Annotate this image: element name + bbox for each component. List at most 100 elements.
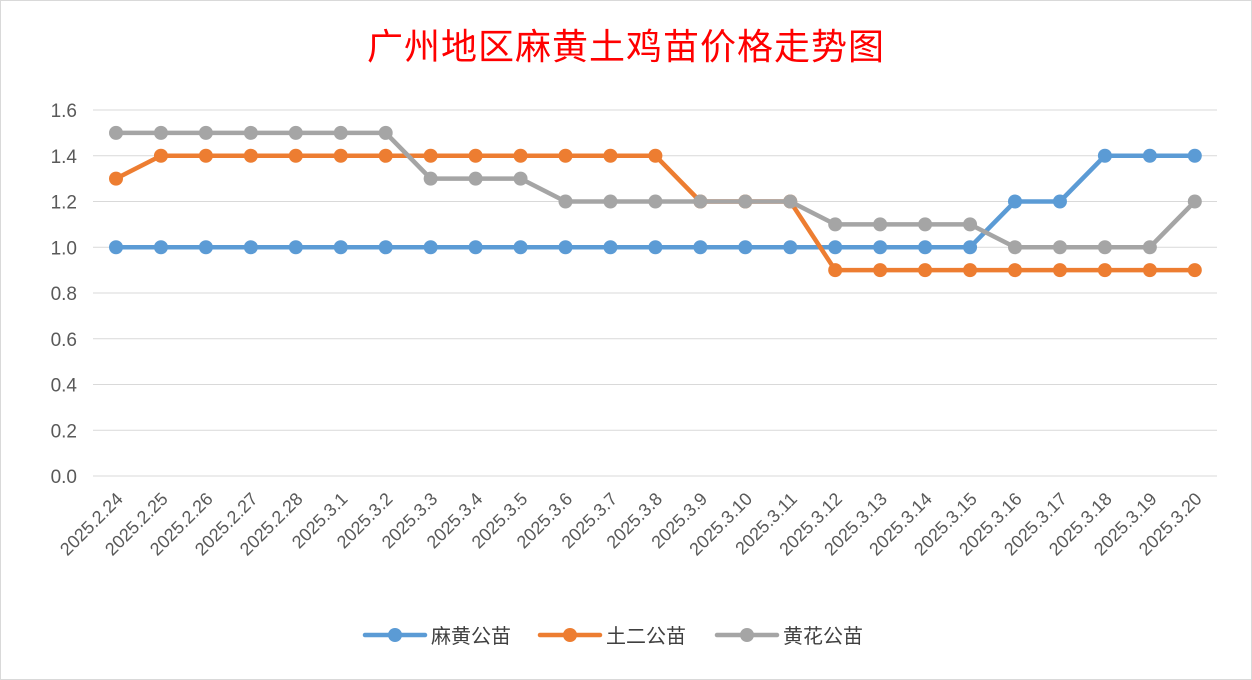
- data-point: [918, 240, 933, 255]
- legend-item: 黄花公苗: [714, 625, 863, 648]
- series-3: [109, 125, 1202, 255]
- data-point: [783, 194, 798, 209]
- legend-label: 土二公苗: [606, 625, 686, 648]
- data-point: [468, 171, 483, 186]
- data-point: [1097, 148, 1112, 163]
- data-point: [1142, 148, 1157, 163]
- data-point: [1008, 194, 1022, 209]
- x-axis-ticks: 2025.2.242025.2.252025.2.262025.2.272025…: [56, 489, 1206, 560]
- data-point: [963, 263, 978, 278]
- data-point: [378, 125, 393, 140]
- data-point: [1187, 263, 1202, 278]
- data-point: [333, 240, 348, 255]
- data-point: [423, 171, 438, 186]
- y-axis-ticks: 0.0 0.2 0.4 0.6 0.8 1.0 1.2 1.4 1.6: [51, 101, 78, 488]
- data-point: [558, 240, 573, 255]
- data-point: [109, 171, 123, 186]
- data-point: [648, 240, 663, 255]
- data-point: [828, 217, 843, 232]
- data-point: [243, 148, 258, 163]
- data-point: [648, 148, 663, 163]
- data-point: [109, 240, 123, 255]
- data-point: [963, 240, 978, 255]
- legend-swatch-marker: [388, 628, 402, 642]
- data-point: [873, 217, 888, 232]
- gridlines: [93, 109, 1217, 477]
- data-point: [468, 240, 483, 255]
- legend-item: 土二公苗: [537, 625, 686, 648]
- data-point: [603, 148, 618, 163]
- data-point: [918, 217, 933, 232]
- data-point: [828, 263, 843, 278]
- data-point: [1097, 263, 1112, 278]
- data-point: [333, 148, 348, 163]
- y-tick-label: 1.6: [51, 101, 77, 122]
- data-point: [333, 125, 348, 140]
- legend-label: 黄花公苗: [783, 625, 863, 648]
- data-point: [558, 194, 573, 209]
- data-point: [288, 240, 303, 255]
- data-point: [1052, 240, 1067, 255]
- data-point: [153, 240, 168, 255]
- data-point: [243, 240, 258, 255]
- data-point: [1008, 263, 1022, 278]
- data-point: [693, 194, 708, 209]
- y-tick-label: 0.4: [51, 376, 78, 397]
- data-point: [198, 125, 213, 140]
- series-lines: [109, 125, 1202, 278]
- data-point: [423, 148, 438, 163]
- data-point: [873, 263, 888, 278]
- legend-item: 麻黄公苗: [362, 625, 511, 648]
- data-point: [1142, 240, 1157, 255]
- data-point: [1142, 263, 1157, 278]
- data-point: [738, 240, 753, 255]
- data-point: [783, 240, 798, 255]
- y-tick-label: 0.2: [51, 421, 77, 442]
- data-point: [153, 148, 168, 163]
- data-point: [153, 125, 168, 140]
- data-point: [513, 240, 528, 255]
- series-1: [109, 148, 1202, 255]
- chart-title: 广州地区麻黄土鸡苗价格走势图: [366, 27, 885, 68]
- data-point: [288, 125, 303, 140]
- data-point: [243, 125, 258, 140]
- legend-label: 麻黄公苗: [431, 625, 511, 648]
- data-point: [873, 240, 888, 255]
- data-point: [378, 148, 393, 163]
- data-point: [1097, 240, 1112, 255]
- y-tick-label: 0.8: [51, 284, 77, 305]
- legend-swatch-marker: [740, 628, 754, 642]
- data-point: [693, 240, 708, 255]
- y-tick-label: 0.6: [51, 330, 77, 351]
- data-point: [1187, 194, 1202, 209]
- data-point: [918, 263, 933, 278]
- data-point: [378, 240, 393, 255]
- legend: 麻黄公苗 土二公苗 黄花公苗: [362, 625, 863, 648]
- y-tick-label: 1.4: [51, 147, 78, 168]
- data-point: [1008, 240, 1022, 255]
- data-point: [558, 148, 573, 163]
- y-tick-label: 1.2: [51, 193, 77, 214]
- data-point: [648, 194, 663, 209]
- data-point: [198, 148, 213, 163]
- data-point: [963, 217, 978, 232]
- data-point: [1052, 263, 1067, 278]
- y-tick-label: 0.0: [51, 467, 77, 488]
- data-point: [288, 148, 303, 163]
- y-tick-label: 1.0: [51, 238, 77, 259]
- data-point: [513, 171, 528, 186]
- data-point: [468, 148, 483, 163]
- data-point: [423, 240, 438, 255]
- data-point: [1187, 148, 1202, 163]
- series-2: [109, 148, 1202, 278]
- data-point: [603, 240, 618, 255]
- data-point: [513, 148, 528, 163]
- data-point: [1052, 194, 1067, 209]
- data-point: [828, 240, 843, 255]
- data-point: [198, 240, 213, 255]
- legend-swatch-marker: [563, 628, 577, 642]
- data-point: [738, 194, 753, 209]
- data-point: [109, 125, 123, 140]
